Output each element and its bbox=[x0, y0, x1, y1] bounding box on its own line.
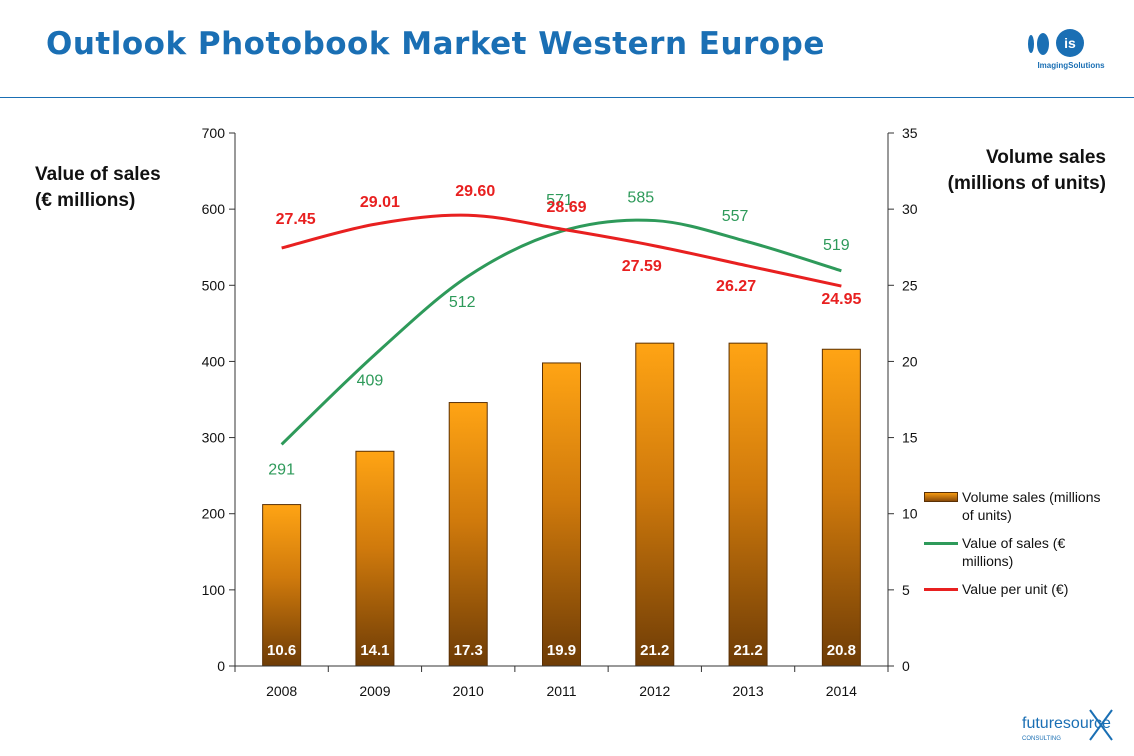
futuresource-logo-text: futuresource bbox=[1022, 715, 1111, 732]
value-per-unit-label-2012: 27.59 bbox=[622, 258, 662, 275]
x-tick-label-2009: 2009 bbox=[359, 683, 390, 699]
bar-2013 bbox=[728, 342, 768, 667]
x-tick-label-2010: 2010 bbox=[453, 683, 484, 699]
bar-label-2013: 21.2 bbox=[733, 642, 762, 659]
bar-2010 bbox=[448, 402, 488, 667]
futuresource-logo-subtext: CONSULTING bbox=[1022, 736, 1061, 742]
x-tick-label-2014: 2014 bbox=[826, 683, 857, 699]
y-left-tick-label-0: 0 bbox=[217, 658, 225, 674]
bar-2009 bbox=[355, 450, 395, 667]
chart-legend: Volume sales (millions of units) Value of… bbox=[924, 488, 1129, 608]
y-left-tick-label-600: 600 bbox=[202, 201, 226, 217]
y-right-tick-label-30: 30 bbox=[902, 201, 918, 217]
value-of-sales-label-2013: 557 bbox=[722, 208, 749, 225]
x-tick-label-2011: 2011 bbox=[546, 683, 576, 699]
value-of-sales-label-2011: 571 bbox=[546, 192, 573, 209]
y-right-tick-label-10: 10 bbox=[902, 506, 918, 522]
y-right-axis-title: Volume sales (millions of units) bbox=[930, 145, 1106, 197]
y-left-title-line2: (€ millions) bbox=[35, 190, 136, 211]
bar-2008 bbox=[262, 504, 302, 667]
legend-item-volume: Volume sales (millions of units) bbox=[924, 488, 1129, 524]
y-right-tick-label-15: 15 bbox=[902, 430, 918, 446]
bar-2012 bbox=[635, 342, 675, 667]
bar-label-2012: 21.2 bbox=[640, 642, 669, 659]
bar-label-2011: 19.9 bbox=[547, 642, 576, 659]
value-per-unit-label-2009: 29.01 bbox=[360, 194, 400, 211]
bar-label-2009: 14.1 bbox=[360, 642, 389, 659]
y-right-tick-label-5: 5 bbox=[902, 582, 910, 598]
legend-label-value: Value of sales (€ millions) bbox=[962, 535, 1066, 569]
y-right-tick-label-20: 20 bbox=[902, 353, 918, 369]
y-left-tick-label-700: 700 bbox=[202, 125, 226, 141]
y-left-tick-label-500: 500 bbox=[202, 277, 226, 293]
y-left-tick-label-300: 300 bbox=[202, 430, 226, 446]
value-per-unit-line bbox=[281, 213, 842, 288]
y-left-tick-label-100: 100 bbox=[202, 582, 226, 598]
legend-item-value: Value of sales (€ millions) bbox=[924, 534, 1129, 570]
logo-mark: is bbox=[1064, 35, 1076, 51]
value-of-sales-label-2014: 519 bbox=[823, 237, 850, 254]
logo-text: ImagingSolutions bbox=[1037, 61, 1105, 70]
x-tick-label-2008: 2008 bbox=[266, 683, 297, 699]
y-right-tick-label-25: 25 bbox=[902, 277, 918, 293]
imaging-solutions-logo: is ImagingSolutions bbox=[1028, 29, 1105, 70]
value-per-unit-label-2010: 29.60 bbox=[455, 183, 495, 200]
y-right-tick-label-0: 0 bbox=[902, 658, 910, 674]
x-tick-label-2012: 2012 bbox=[639, 683, 670, 699]
value-per-unit-label-2008: 27.45 bbox=[276, 211, 316, 228]
futuresource-logo: futuresource CONSULTING bbox=[1022, 709, 1113, 742]
legend-swatch-value bbox=[924, 542, 958, 545]
value-of-sales-label-2009: 409 bbox=[357, 373, 384, 390]
y-right-title-line1: Volume sales bbox=[985, 147, 1106, 168]
value-of-sales-label-2008: 291 bbox=[268, 461, 295, 478]
y-left-title-line1: Value of sales bbox=[35, 164, 161, 185]
legend-swatch-volume bbox=[924, 492, 958, 502]
bar-label-2010: 17.3 bbox=[454, 642, 483, 659]
value-per-unit-label-2014: 24.95 bbox=[821, 291, 861, 308]
y-left-tick-label-200: 200 bbox=[202, 506, 226, 522]
value-of-sales-line bbox=[280, 218, 842, 446]
value-of-sales-label-2012: 585 bbox=[627, 190, 654, 207]
y-left-tick-label-400: 400 bbox=[202, 353, 226, 369]
y-right-title-line2: (millions of units) bbox=[947, 173, 1106, 194]
x-tick-label-2013: 2013 bbox=[732, 683, 763, 699]
legend-item-unit: Value per unit (€) bbox=[924, 580, 1129, 598]
header-divider bbox=[0, 97, 1134, 98]
legend-label-volume: Volume sales (millions of units) bbox=[962, 489, 1101, 523]
value-per-unit-label-2011: 28.69 bbox=[546, 199, 586, 216]
value-per-unit-label-2013: 26.27 bbox=[716, 278, 756, 295]
page-title: Outlook Photobook Market Western Europe bbox=[46, 26, 825, 62]
bar-label-2014: 20.8 bbox=[827, 642, 856, 659]
y-right-tick-label-35: 35 bbox=[902, 125, 918, 141]
bar-2011 bbox=[542, 362, 581, 667]
legend-label-unit: Value per unit (€) bbox=[962, 581, 1069, 597]
bar-label-2008: 10.6 bbox=[267, 642, 296, 659]
value-of-sales-label-2010: 512 bbox=[449, 294, 476, 311]
y-left-axis-title: Value of sales (€ millions) bbox=[35, 162, 161, 214]
legend-swatch-unit bbox=[924, 588, 958, 591]
bar-2014 bbox=[821, 348, 861, 667]
